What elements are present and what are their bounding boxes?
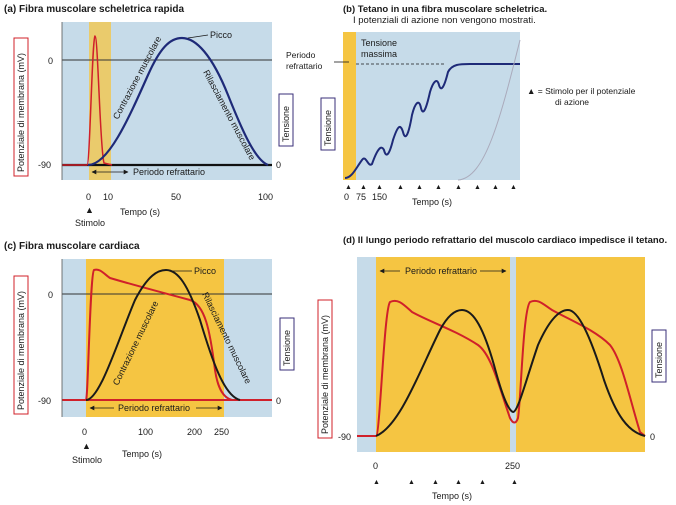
panel-b-xtick-75: 75 bbox=[356, 192, 366, 202]
panel-d-refractory-label: Periodo refrattario bbox=[405, 266, 477, 276]
panel-c-xtick-100: 100 bbox=[138, 427, 153, 437]
panel-c-action-potential bbox=[62, 268, 272, 401]
svg-text:▲: ▲ bbox=[455, 184, 462, 191]
panel-c-stimulus-label: Stimolo bbox=[72, 455, 102, 465]
panel-c-tension-zero: 0 bbox=[276, 396, 281, 406]
panel-a-tension-zero: 0 bbox=[276, 160, 281, 170]
panel-b-tetanus-curve bbox=[344, 63, 520, 179]
panel-a-xtick-50: 50 bbox=[171, 192, 181, 202]
panel-d-tension-zero: 0 bbox=[650, 432, 655, 442]
panel-b-stimulus-row: ▲ ▲ ▲ ▲ ▲ ▲ ▲ ▲ ▲ ▲ bbox=[345, 184, 517, 191]
panel-a-action-potential bbox=[62, 35, 113, 166]
svg-text:▲: ▲ bbox=[376, 184, 383, 191]
panel-d-xlabel: Tempo (s) bbox=[432, 491, 472, 501]
panel-c-ytick-minus90: -90 bbox=[38, 396, 51, 406]
panel-c: (c) Fibra muscolare cardiaca 0 -90 0 0 1… bbox=[4, 241, 295, 465]
panel-c-ylabel-box bbox=[13, 275, 29, 415]
panel-a-xtick-0: 0 bbox=[86, 192, 91, 202]
panel-b-tension-label: Tensione bbox=[323, 110, 333, 146]
panel-d-action-potential bbox=[357, 299, 646, 437]
svg-text:▲: ▲ bbox=[492, 184, 499, 191]
panel-c-tension-box bbox=[279, 317, 295, 371]
panel-c-stimulus-triangle: ▲ bbox=[82, 441, 91, 451]
svg-text:▲: ▲ bbox=[360, 184, 367, 191]
panel-b-legend-line2: di azione bbox=[555, 97, 589, 107]
panel-d-tension-curve bbox=[375, 308, 646, 437]
panel-d-xtick-0: 0 bbox=[373, 461, 378, 471]
panel-a-title: (a) Fibra muscolare scheletrica rapida bbox=[4, 4, 185, 15]
panel-c-refractory-band bbox=[86, 259, 224, 417]
panel-a-xlabel: Tempo (s) bbox=[120, 207, 160, 217]
panel-a-tension-curve bbox=[87, 36, 269, 167]
panel-b: (b) Tetano in una fibra muscolare schele… bbox=[286, 4, 636, 207]
svg-text:▲: ▲ bbox=[474, 184, 481, 191]
panel-d-tension-box bbox=[651, 329, 667, 383]
panel-b-max-tension-line1: Tensione bbox=[361, 38, 397, 48]
panel-d-refractory-band-1 bbox=[376, 257, 510, 452]
panel-c-peak-label: Picco bbox=[194, 266, 216, 276]
panel-c-ylabel: Potenziale di membrana (mV) bbox=[16, 291, 26, 410]
svg-text:▲: ▲ bbox=[479, 479, 486, 486]
panel-c-xlabel: Tempo (s) bbox=[122, 449, 162, 459]
svg-text:▲: ▲ bbox=[435, 184, 442, 191]
panel-d-stimulus-row: ▲ ▲ ▲ ▲ ▲ ▲ bbox=[373, 479, 518, 486]
svg-text:▲: ▲ bbox=[416, 184, 423, 191]
panel-b-title-line2: I potenziali di azione non vengono mostr… bbox=[353, 15, 536, 26]
svg-text:▲: ▲ bbox=[511, 479, 518, 486]
panel-d-xtick-250: 250 bbox=[505, 461, 520, 471]
panel-c-xtick-0: 0 bbox=[82, 427, 87, 437]
panel-b-refractory-line1: Periodo bbox=[286, 50, 316, 60]
panel-a-peak-label: Picco bbox=[210, 30, 232, 40]
panel-b-title-line1: (b) Tetano in una fibra muscolare schele… bbox=[343, 4, 547, 15]
svg-text:▲: ▲ bbox=[455, 479, 462, 486]
panel-a-tension-box bbox=[278, 93, 294, 147]
panel-a-ytick-0: 0 bbox=[48, 56, 53, 66]
panel-c-tension-curve bbox=[85, 268, 241, 401]
panel-b-refractory-band bbox=[343, 32, 356, 180]
panel-a-ylabel-box bbox=[13, 37, 29, 177]
svg-text:▲: ▲ bbox=[397, 184, 404, 191]
panel-b-xlabel: Tempo (s) bbox=[412, 197, 452, 207]
svg-text:▲: ▲ bbox=[345, 184, 352, 191]
panel-a-refractory-label: Periodo refrattario bbox=[133, 167, 205, 177]
panel-c-tension-label: Tensione bbox=[282, 330, 292, 366]
svg-text:▲: ▲ bbox=[408, 479, 415, 486]
panel-d-ylabel-box bbox=[317, 299, 333, 439]
panel-d-ytick-minus90: -90 bbox=[338, 432, 351, 442]
panel-b-faint-curve bbox=[457, 39, 521, 181]
panel-c-xtick-200: 200 bbox=[187, 427, 202, 437]
panel-a-tension-label: Tensione bbox=[281, 106, 291, 142]
panel-a-ylabel: Potenziale di membrana (mV) bbox=[16, 53, 26, 172]
panel-b-refractory-line2: refrattario bbox=[286, 61, 323, 71]
panel-a-xtick-100: 100 bbox=[258, 192, 273, 202]
panel-b-max-tension-line2: massima bbox=[361, 49, 397, 59]
panel-b-xtick-0: 0 bbox=[344, 192, 349, 202]
panel-c-refractory-label: Periodo refrattario bbox=[118, 403, 190, 413]
svg-text:▲: ▲ bbox=[510, 184, 517, 191]
panel-b-tension-box bbox=[320, 97, 336, 151]
svg-text:▲: ▲ bbox=[373, 479, 380, 486]
panel-c-ytick-0: 0 bbox=[48, 290, 53, 300]
panel-d-ylabel: Potenziale di membrana (mV) bbox=[320, 315, 330, 434]
panel-c-xtick-250: 250 bbox=[214, 427, 229, 437]
panel-d: (d) Il lungo periodo refrattario del mus… bbox=[317, 235, 667, 501]
panel-a-stimulus-label: Stimolo bbox=[75, 218, 105, 228]
panel-d-tension-label: Tensione bbox=[654, 342, 664, 378]
panel-b-xtick-150: 150 bbox=[372, 192, 387, 202]
panel-a-ytick-minus90: -90 bbox=[38, 160, 51, 170]
panel-a-xtick-10: 10 bbox=[103, 192, 113, 202]
svg-text:▲: ▲ bbox=[432, 479, 439, 486]
panel-b-background bbox=[343, 32, 520, 180]
panel-c-title: (c) Fibra muscolare cardiaca bbox=[4, 241, 140, 252]
panel-a: (a) Fibra muscolare scheletrica rapida 0… bbox=[4, 4, 294, 228]
panel-a-stimulus-triangle: ▲ bbox=[85, 205, 94, 215]
panel-d-title: (d) Il lungo periodo refrattario del mus… bbox=[343, 235, 667, 246]
panel-b-legend-line1: ▲ = Stimolo per il potenziale bbox=[527, 86, 636, 96]
